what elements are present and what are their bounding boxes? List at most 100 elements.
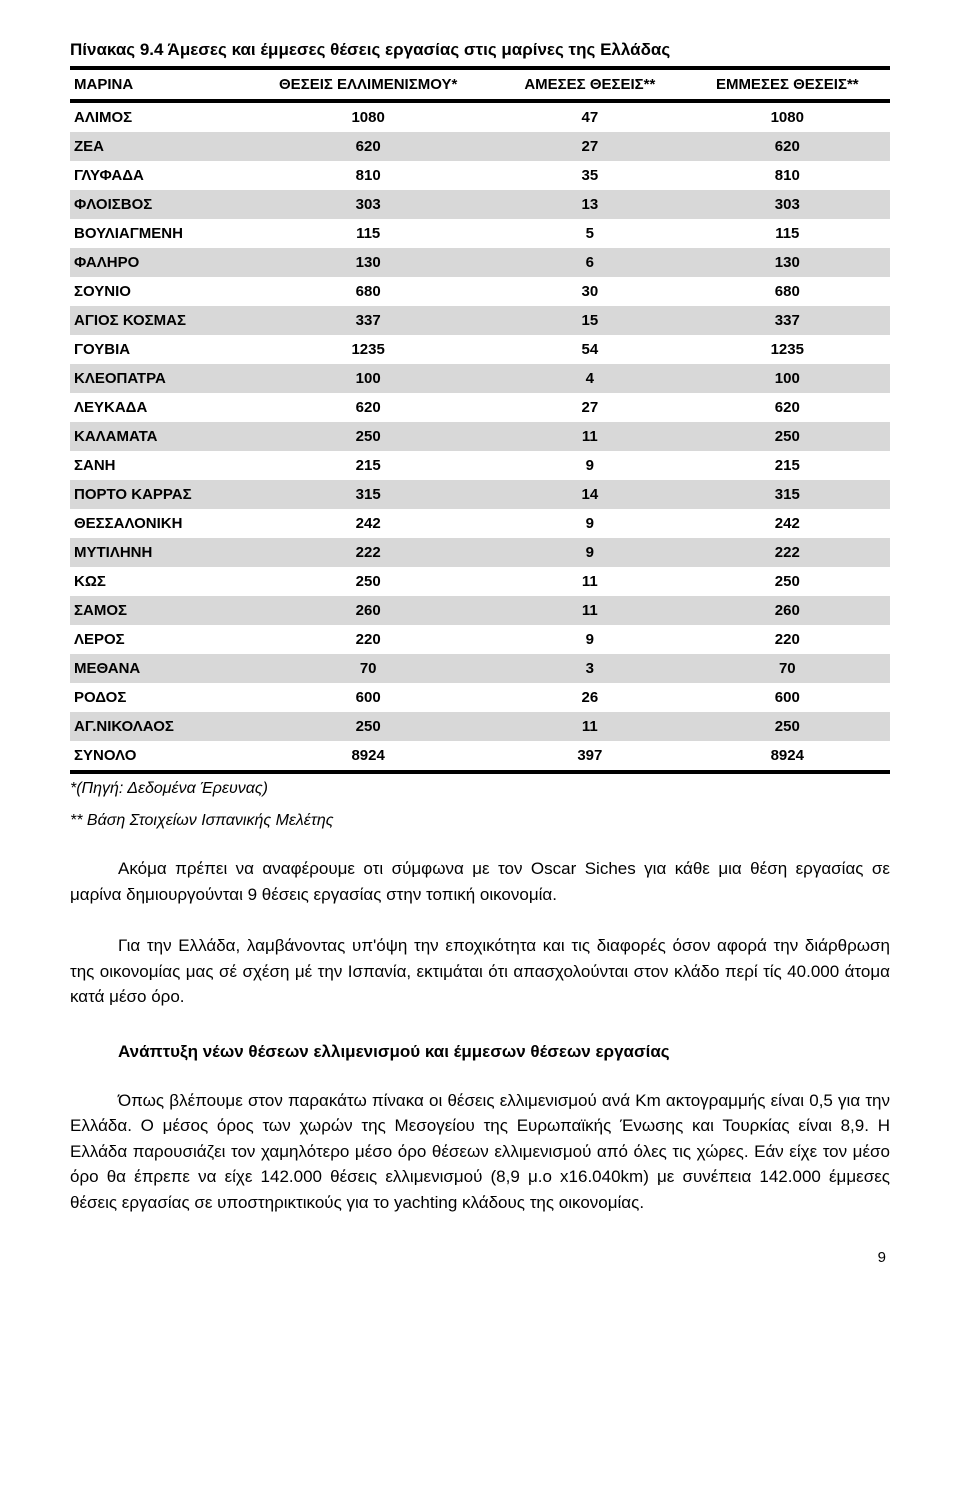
- table-cell: 397: [495, 741, 684, 772]
- table-cell: 242: [241, 509, 495, 538]
- table-cell: ΚΩΣ: [70, 567, 241, 596]
- table-title: Πίνακας 9.4 Άμεσες και έμμεσες θέσεις ερ…: [70, 40, 890, 60]
- table-cell: 27: [495, 393, 684, 422]
- table-cell: 54: [495, 335, 684, 364]
- table-cell: ΣΑΜΟΣ: [70, 596, 241, 625]
- table-cell: 26: [495, 683, 684, 712]
- table-cell: 680: [685, 277, 890, 306]
- table-cell: 620: [241, 132, 495, 161]
- table-row: ΠΟΡΤΟ ΚΑΡΡΑΣ31514315: [70, 480, 890, 509]
- table-cell: 220: [241, 625, 495, 654]
- table-cell: 620: [685, 132, 890, 161]
- table-cell: ΒΟΥΛΙΑΓΜΕΝΗ: [70, 219, 241, 248]
- table-cell: 1080: [685, 101, 890, 132]
- table-cell: 35: [495, 161, 684, 190]
- table-cell: 250: [685, 422, 890, 451]
- table-row: ΣΥΝΟΛΟ89243978924: [70, 741, 890, 772]
- table-cell: ΣΥΝΟΛΟ: [70, 741, 241, 772]
- page-number: 9: [70, 1249, 890, 1266]
- table-cell: ΜΕΘΑΝΑ: [70, 654, 241, 683]
- table-row: ΦΑΛΗΡΟ1306130: [70, 248, 890, 277]
- table-cell: 15: [495, 306, 684, 335]
- table-cell: 303: [685, 190, 890, 219]
- paragraph-1-text: Ακόμα πρέπει να αναφέρουμε οτι σύμφωνα μ…: [70, 859, 890, 904]
- paragraph-3-text: Όπως βλέπουμε στον παρακάτω πίνακα οι θέ…: [70, 1091, 890, 1212]
- table-cell: 1080: [241, 101, 495, 132]
- table-cell: ΓΛΥΦΑΔΑ: [70, 161, 241, 190]
- table-cell: 215: [685, 451, 890, 480]
- table-cell: ΓΟΥΒΙΑ: [70, 335, 241, 364]
- table-cell: ΛΕΥΚΑΔΑ: [70, 393, 241, 422]
- table-row: ΣΑΝΗ2159215: [70, 451, 890, 480]
- table-cell: 1235: [241, 335, 495, 364]
- table-cell: 130: [241, 248, 495, 277]
- table-row: ΓΛΥΦΑΔΑ81035810: [70, 161, 890, 190]
- table-cell: 130: [685, 248, 890, 277]
- table-cell: 70: [241, 654, 495, 683]
- table-row: ΘΕΣΣΑΛΟΝΙΚΗ2429242: [70, 509, 890, 538]
- table-cell: 47: [495, 101, 684, 132]
- table-cell: 115: [241, 219, 495, 248]
- table-cell: 250: [241, 712, 495, 741]
- table-cell: 810: [241, 161, 495, 190]
- table-body: ΑΛΙΜΟΣ1080471080ΖΕΑ62027620ΓΛΥΦΑΔΑ810358…: [70, 101, 890, 772]
- table-cell: ΖΕΑ: [70, 132, 241, 161]
- subheading: Ανάπτυξη νέων θέσεων ελλιμενισμού και έμ…: [70, 1042, 890, 1062]
- table-row: ΣΑΜΟΣ26011260: [70, 596, 890, 625]
- paragraph-2: Για την Ελλάδα, λαμβάνοντας υπ'όψη την ε…: [70, 933, 890, 1010]
- table-cell: 6: [495, 248, 684, 277]
- table-cell: 250: [685, 712, 890, 741]
- table-cell: 620: [685, 393, 890, 422]
- table-row: ΖΕΑ62027620: [70, 132, 890, 161]
- table-cell: 215: [241, 451, 495, 480]
- table-cell: 5: [495, 219, 684, 248]
- table-row: ΛΕΡΟΣ2209220: [70, 625, 890, 654]
- table-row: ΛΕΥΚΑΔΑ62027620: [70, 393, 890, 422]
- table-header-row: ΜΑΡΙΝΑ ΘΕΣΕΙΣ ΕΛΛΙΜΕΝΙΣΜΟΥ* ΑΜΕΣΕΣ ΘΕΣΕΙ…: [70, 68, 890, 101]
- table-cell: ΦΛΟΙΣΒΟΣ: [70, 190, 241, 219]
- col-marina: ΜΑΡΙΝΑ: [70, 68, 241, 101]
- table-row: ΑΛΙΜΟΣ1080471080: [70, 101, 890, 132]
- table-row: ΓΟΥΒΙΑ1235541235: [70, 335, 890, 364]
- table-cell: 620: [241, 393, 495, 422]
- table-cell: 9: [495, 451, 684, 480]
- table-cell: 260: [241, 596, 495, 625]
- table-cell: 11: [495, 596, 684, 625]
- table-cell: 115: [685, 219, 890, 248]
- table-cell: ΚΛΕΟΠΑΤΡΑ: [70, 364, 241, 393]
- table-cell: 13: [495, 190, 684, 219]
- table-cell: 242: [685, 509, 890, 538]
- paragraph-1: Ακόμα πρέπει να αναφέρουμε οτι σύμφωνα μ…: [70, 856, 890, 907]
- table-cell: ΘΕΣΣΑΛΟΝΙΚΗ: [70, 509, 241, 538]
- table-cell: 9: [495, 625, 684, 654]
- table-cell: 220: [685, 625, 890, 654]
- table-cell: 4: [495, 364, 684, 393]
- table-cell: 337: [685, 306, 890, 335]
- table-cell: ΑΓ.ΝΙΚΟΛΑΟΣ: [70, 712, 241, 741]
- table-cell: 3: [495, 654, 684, 683]
- table-cell: ΠΟΡΤΟ ΚΑΡΡΑΣ: [70, 480, 241, 509]
- table-cell: 260: [685, 596, 890, 625]
- table-cell: ΚΑΛΑΜΑΤΑ: [70, 422, 241, 451]
- table-row: ΚΛΕΟΠΑΤΡΑ1004100: [70, 364, 890, 393]
- table-cell: 337: [241, 306, 495, 335]
- table-row: ΒΟΥΛΙΑΓΜΕΝΗ1155115: [70, 219, 890, 248]
- col-indirect: ΕΜΜΕΣΕΣ ΘΕΣΕΙΣ**: [685, 68, 890, 101]
- table-cell: 250: [685, 567, 890, 596]
- table-cell: 14: [495, 480, 684, 509]
- table-cell: 30: [495, 277, 684, 306]
- table-cell: 250: [241, 567, 495, 596]
- table-cell: ΡΟΔΟΣ: [70, 683, 241, 712]
- table-cell: 11: [495, 422, 684, 451]
- page-container: Πίνακας 9.4 Άμεσες και έμμεσες θέσεις ερ…: [0, 0, 960, 1306]
- table-cell: 680: [241, 277, 495, 306]
- table-cell: 8924: [685, 741, 890, 772]
- table-cell: 8924: [241, 741, 495, 772]
- table-cell: 11: [495, 567, 684, 596]
- table-row: ΚΑΛΑΜΑΤΑ25011250: [70, 422, 890, 451]
- table-row: ΜΥΤΙΛΗΝΗ2229222: [70, 538, 890, 567]
- table-cell: ΣΟΥΝΙΟ: [70, 277, 241, 306]
- table-cell: 11: [495, 712, 684, 741]
- table-row: ΑΓΙΟΣ ΚΟΣΜΑΣ33715337: [70, 306, 890, 335]
- table-cell: 222: [685, 538, 890, 567]
